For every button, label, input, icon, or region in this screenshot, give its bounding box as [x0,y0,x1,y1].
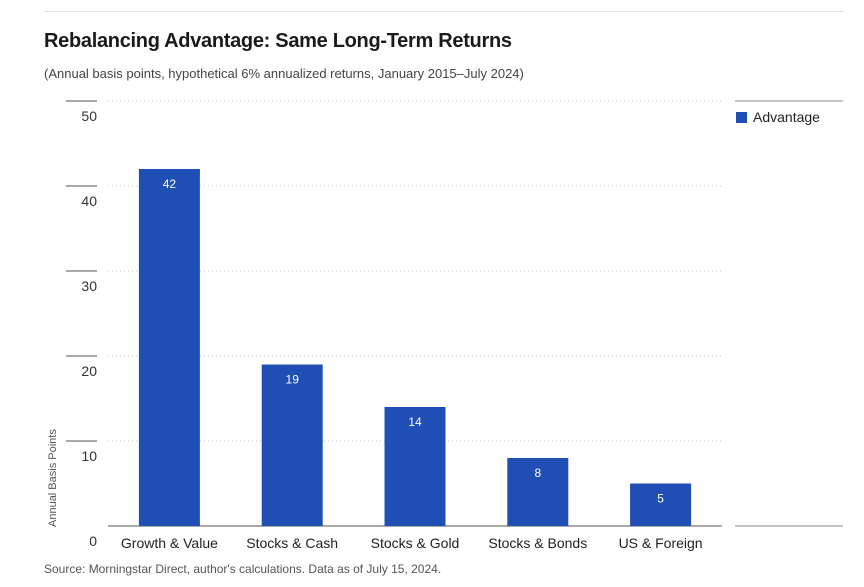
y-axis-title: Annual Basis Points [47,429,59,527]
y-axis-ticks: 0 10 20 30 40 50 [81,108,97,549]
y-tick-label-40: 40 [81,193,97,209]
bar-value-label-stocks-cash: 19 [286,373,300,387]
y-tick-label-0: 0 [89,533,97,549]
bar-stocks-cash [261,364,323,526]
x-tick-label-stocks-bonds: Stocks & Bonds [488,535,587,551]
y-tick-label-10: 10 [81,448,97,464]
bars: 42 19 14 8 5 [138,169,692,526]
x-tick-label-stocks-gold: Stocks & Gold [371,535,460,551]
chart-subtitle: (Annual basis points, hypothetical 6% an… [44,66,524,81]
x-tick-label-us-foreign: US & Foreign [619,535,703,551]
bar-growth-value [138,169,200,526]
legend-label: Advantage [753,109,820,125]
legend-swatch [736,112,747,123]
x-axis-ticks: Growth & Value Stocks & Cash Stocks & Gold… [121,535,703,551]
bar-stocks-bonds [507,458,569,526]
x-tick-label-growth-value: Growth & Value [121,535,218,551]
x-tick-label-stocks-cash: Stocks & Cash [246,535,338,551]
source-note: Source: Morningstar Direct, author's cal… [44,562,442,576]
y-tick-label-50: 50 [81,108,97,124]
y-tick-label-20: 20 [81,363,97,379]
bar-value-label-us-foreign: 5 [657,492,664,506]
bar-value-label-stocks-bonds: 8 [534,466,541,480]
bar-value-label-growth-value: 42 [163,177,177,191]
top-rule [44,11,844,12]
chart-title: Rebalancing Advantage: Same Long-Term Re… [44,30,512,52]
bar-stocks-gold [384,407,446,526]
y-tick-label-30: 30 [81,278,97,294]
bar-us-foreign [630,483,692,526]
legend: Advantage [735,100,843,527]
bar-value-label-stocks-gold: 14 [408,415,422,429]
